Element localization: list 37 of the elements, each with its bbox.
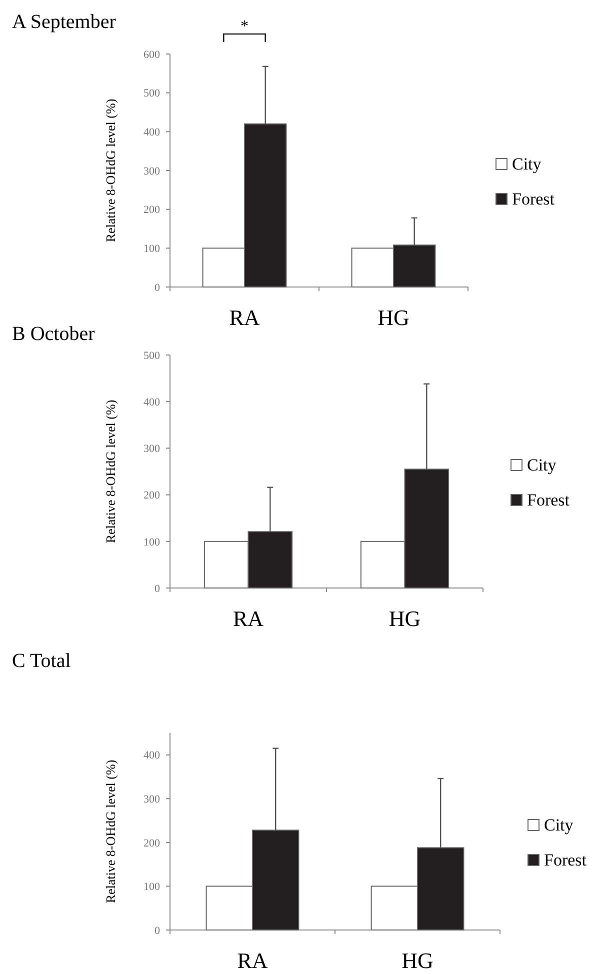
chart-title: C Total [12, 650, 72, 672]
y-tick-label: 200 [144, 837, 160, 850]
y-tick-label: 500 [144, 350, 160, 362]
y-tick-label: 300 [144, 443, 160, 456]
y-tick-label: 500 [144, 88, 160, 100]
y-tick-label: 100 [144, 243, 160, 256]
legend-label: City [544, 816, 574, 834]
legend-label: City [512, 154, 542, 174]
chart-title: B October [12, 323, 96, 345]
y-tick-label: 300 [144, 165, 160, 178]
legend-label: Forest [527, 490, 570, 510]
y-tick-label: 200 [144, 490, 160, 502]
x-tick-label: RA [232, 606, 264, 631]
x-tick-label: HG [402, 948, 434, 973]
y-tick-label: 400 [144, 750, 160, 762]
y-tick-label: 300 [144, 794, 160, 806]
legend-label: City [527, 456, 557, 474]
chart-title: A September [12, 11, 116, 33]
y-tick-label: 0 [154, 924, 160, 937]
y-axis-title: Relative 8-OHdG level (%) [103, 98, 118, 242]
y-axis-title: Relative 8-OHdG level (%) [103, 760, 118, 904]
x-tick-label: RA [237, 948, 268, 973]
y-tick-label: 400 [144, 126, 160, 139]
legend-label: Forest [512, 190, 555, 208]
y-tick-label: 100 [144, 881, 160, 894]
text: * [240, 18, 248, 35]
y-tick-label: 0 [154, 282, 160, 294]
y-tick-label: 600 [144, 48, 160, 61]
y-tick-label: 0 [154, 582, 160, 595]
x-tick-label: HG [378, 305, 410, 330]
x-tick-label: RA [229, 305, 260, 330]
y-axis-title: Relative 8-OHdG level (%) [103, 400, 118, 544]
y-tick-label: 400 [144, 396, 160, 408]
y-tick-label: 100 [144, 536, 160, 548]
y-tick-label: 200 [144, 204, 160, 216]
x-tick-label: HG [388, 606, 421, 631]
legend-label: Forest [544, 850, 587, 870]
